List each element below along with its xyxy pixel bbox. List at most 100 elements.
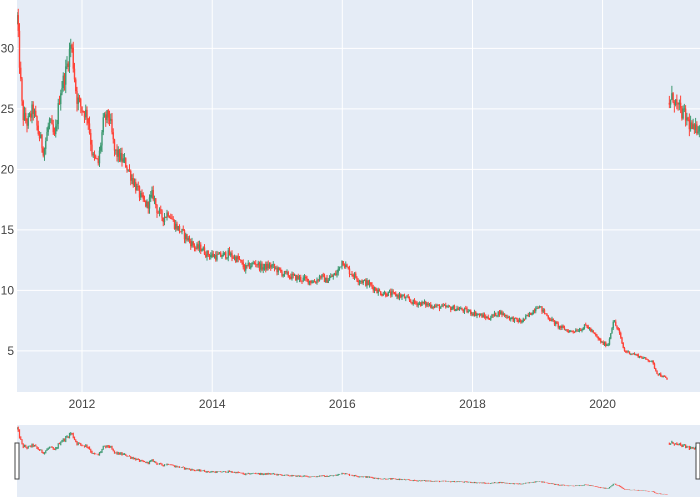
candle-body	[417, 303, 419, 306]
candle-body	[470, 310, 472, 315]
candle-body	[355, 273, 357, 278]
candle-body	[85, 109, 87, 118]
candle-body	[531, 314, 533, 316]
candle-body	[66, 63, 68, 67]
candle-body	[473, 311, 476, 316]
y-tick-label: 15	[1, 223, 15, 237]
candle-body	[598, 339, 601, 340]
candle-body	[367, 280, 369, 285]
candle-body	[116, 149, 118, 157]
candle-body	[405, 297, 407, 299]
candle-body	[257, 262, 259, 266]
candle-body	[390, 291, 392, 296]
candle-body	[507, 317, 509, 319]
axis-labels: 5 10 15 20 25 30 2012 2014 2016 2018 2020	[1, 41, 617, 411]
candle-body	[298, 276, 301, 280]
candle-body	[496, 315, 498, 317]
candle-body	[151, 189, 153, 195]
candle-body	[181, 229, 183, 232]
candle-body	[543, 309, 546, 314]
candle-body	[400, 294, 402, 298]
candle-body	[312, 281, 314, 283]
candle-body	[562, 326, 564, 328]
candle-body	[265, 263, 267, 270]
candle-body	[246, 265, 248, 266]
candle-body	[21, 78, 23, 102]
candle-body	[25, 112, 27, 121]
candle-body	[501, 311, 503, 315]
candle-body	[328, 277, 331, 281]
candle-body	[672, 93, 674, 103]
candle-body	[597, 336, 599, 340]
candle-body	[186, 234, 188, 240]
candle-body	[382, 294, 384, 296]
candle-body	[418, 302, 421, 304]
candle-body	[220, 252, 222, 257]
candle-body	[395, 293, 397, 297]
candle-body	[230, 253, 232, 256]
candle-body	[216, 254, 218, 260]
candle-body	[115, 149, 117, 151]
candle-body	[561, 326, 563, 329]
candle-body	[475, 311, 477, 316]
candle-body	[30, 113, 32, 118]
candle-body	[408, 298, 411, 301]
candle-body	[522, 318, 524, 322]
rangeslider-left-handle[interactable]	[14, 442, 20, 480]
candle-body	[540, 306, 542, 308]
candle-body	[694, 124, 697, 130]
candle-body	[551, 318, 553, 322]
candle-body	[112, 132, 114, 140]
candle-body	[317, 279, 319, 281]
candle-body	[387, 291, 389, 297]
candle-body	[166, 212, 168, 218]
candle-body	[51, 119, 53, 125]
candle-body	[185, 234, 187, 240]
candle-body	[447, 305, 449, 307]
candle-body	[452, 306, 454, 309]
candle-body	[662, 375, 664, 378]
candle-body	[413, 299, 416, 303]
candle-body	[326, 277, 328, 283]
candle-body	[398, 294, 401, 298]
candle-body	[578, 329, 581, 331]
candle-body	[141, 192, 143, 195]
candle-body	[520, 319, 522, 323]
candle-body	[327, 280, 329, 283]
candle-body	[647, 359, 649, 361]
candle-body	[191, 241, 193, 247]
candle-body	[286, 271, 288, 273]
candle-body	[416, 302, 418, 306]
candle-body	[465, 308, 467, 309]
candle-body	[285, 271, 287, 273]
rangeslider-right-handle[interactable]	[695, 442, 700, 480]
candle-body	[103, 114, 106, 118]
candle-body	[588, 328, 591, 330]
candle-body	[225, 252, 227, 259]
candle-body	[410, 300, 412, 302]
candle-body	[148, 197, 151, 209]
candle-body	[278, 267, 281, 270]
candle-body	[178, 225, 181, 232]
candle-body	[300, 276, 302, 281]
candle-body	[71, 44, 73, 48]
candle-body	[157, 212, 159, 214]
candle-body	[206, 251, 208, 257]
candle-body	[70, 44, 72, 49]
candle-body	[255, 263, 257, 265]
candle-body	[113, 139, 116, 151]
candle-body	[505, 315, 507, 317]
candle-body	[77, 97, 79, 104]
candle-body	[262, 267, 264, 270]
candle-body	[187, 238, 189, 240]
candle-body	[486, 316, 488, 319]
candle-body	[545, 313, 547, 315]
candle-body	[195, 248, 197, 249]
candle-body	[72, 47, 74, 69]
candle-body	[196, 244, 198, 249]
candle-body	[640, 356, 642, 358]
candle-body	[22, 101, 24, 121]
candle-body	[236, 256, 238, 262]
candle-body	[78, 97, 81, 99]
